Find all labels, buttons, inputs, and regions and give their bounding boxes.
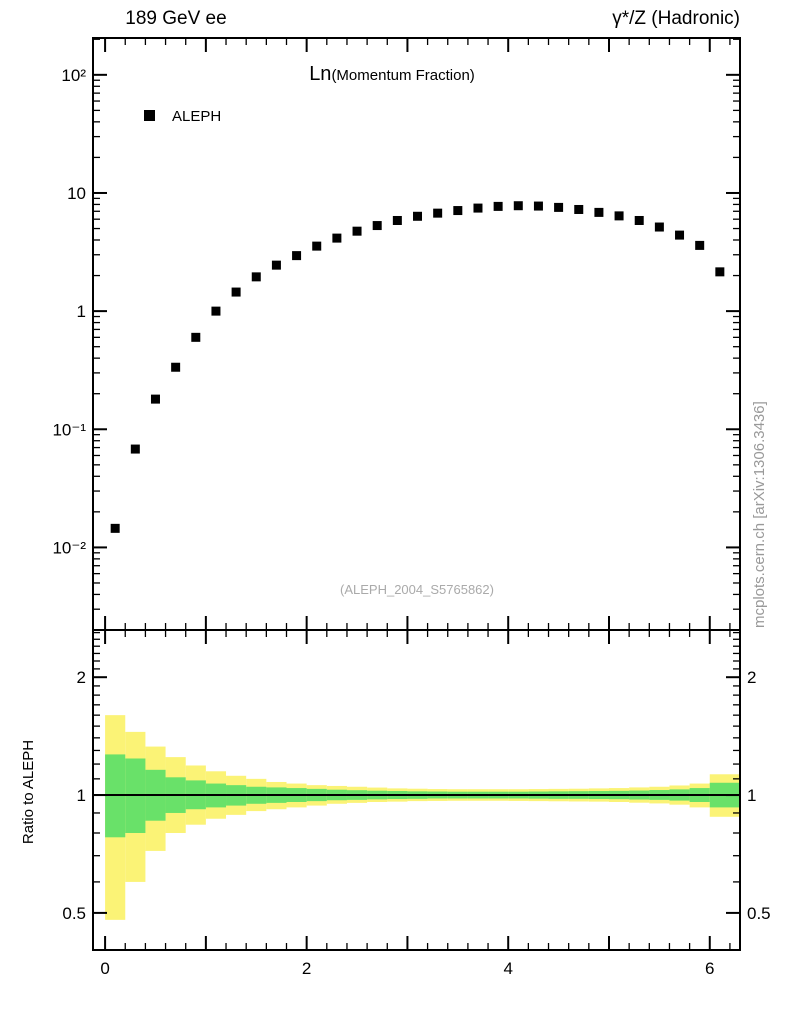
axis-ticks <box>93 38 740 950</box>
plot-title: Ln(Momentum Fraction) <box>309 63 475 85</box>
analysis-id-watermark: (ALEPH_2004_S5765862) <box>340 582 494 597</box>
data-point <box>191 332 201 342</box>
data-point <box>110 523 120 533</box>
data-point <box>130 444 140 454</box>
tick-label: 1 <box>747 786 756 805</box>
ratio-plot-frame <box>92 629 741 951</box>
tick-label: 1 <box>77 302 86 321</box>
data-point <box>654 222 664 232</box>
ratio-axis-title: Ratio to ALEPH <box>20 740 37 844</box>
data-point <box>392 215 402 225</box>
plot-title-main: Ln <box>309 63 331 85</box>
tick-label: 10 <box>67 184 86 203</box>
tick-label: 2 <box>747 668 756 687</box>
data-point <box>715 267 725 277</box>
tick-label: 4 <box>503 959 512 978</box>
data-point <box>251 272 261 282</box>
data-point <box>614 211 624 221</box>
tick-label: 0 <box>100 959 109 978</box>
data-point <box>533 201 543 211</box>
header-process: γ*/Z (Hadronic) <box>612 8 740 29</box>
data-point <box>292 251 302 261</box>
header-beam-energy: 189 GeV ee <box>125 8 226 29</box>
tick-label: 2 <box>302 959 311 978</box>
data-point <box>634 215 644 225</box>
data-point <box>211 306 221 316</box>
main-plot-frame <box>92 37 741 631</box>
data-point <box>372 221 382 231</box>
tick-label: 2 <box>77 668 86 687</box>
tick-label: 1 <box>77 786 86 805</box>
data-point <box>332 233 342 243</box>
tick-label: 0.5 <box>62 904 86 923</box>
legend-label-aleph: ALEPH <box>172 108 221 125</box>
tick-label: 6 <box>705 959 714 978</box>
tick-label: 10⁻¹ <box>52 420 86 439</box>
data-point <box>231 287 241 297</box>
ratio-uncertainty-bands <box>93 715 740 920</box>
axis-tick-labels: 10² 10 1 10⁻¹ 10⁻² 2 2 1 1 0.5 0.5 0 2 4 6 <box>52 66 770 978</box>
data-point <box>513 201 523 211</box>
data-point <box>574 204 584 214</box>
tick-label: 10⁻² <box>52 538 86 557</box>
data-point <box>271 260 281 270</box>
plot-title-sub: (Momentum Fraction) <box>331 67 474 84</box>
data-point <box>493 201 503 211</box>
data-point <box>433 208 443 218</box>
data-point <box>150 394 160 404</box>
data-points <box>110 201 725 533</box>
data-point <box>695 240 705 250</box>
data-point <box>413 211 423 221</box>
data-point <box>312 241 322 251</box>
data-point <box>453 206 463 216</box>
mcplots-attribution-note: mcplots.cern.ch [arXiv:1306.3436] <box>751 401 768 628</box>
data-point <box>554 202 564 212</box>
legend-marker-square-icon <box>144 110 155 121</box>
data-point <box>675 230 685 240</box>
data-point <box>171 362 181 372</box>
data-point <box>352 226 362 236</box>
tick-label: 0.5 <box>747 904 771 923</box>
data-point <box>473 203 483 213</box>
data-point <box>594 207 604 217</box>
tick-label: 10² <box>61 66 86 85</box>
